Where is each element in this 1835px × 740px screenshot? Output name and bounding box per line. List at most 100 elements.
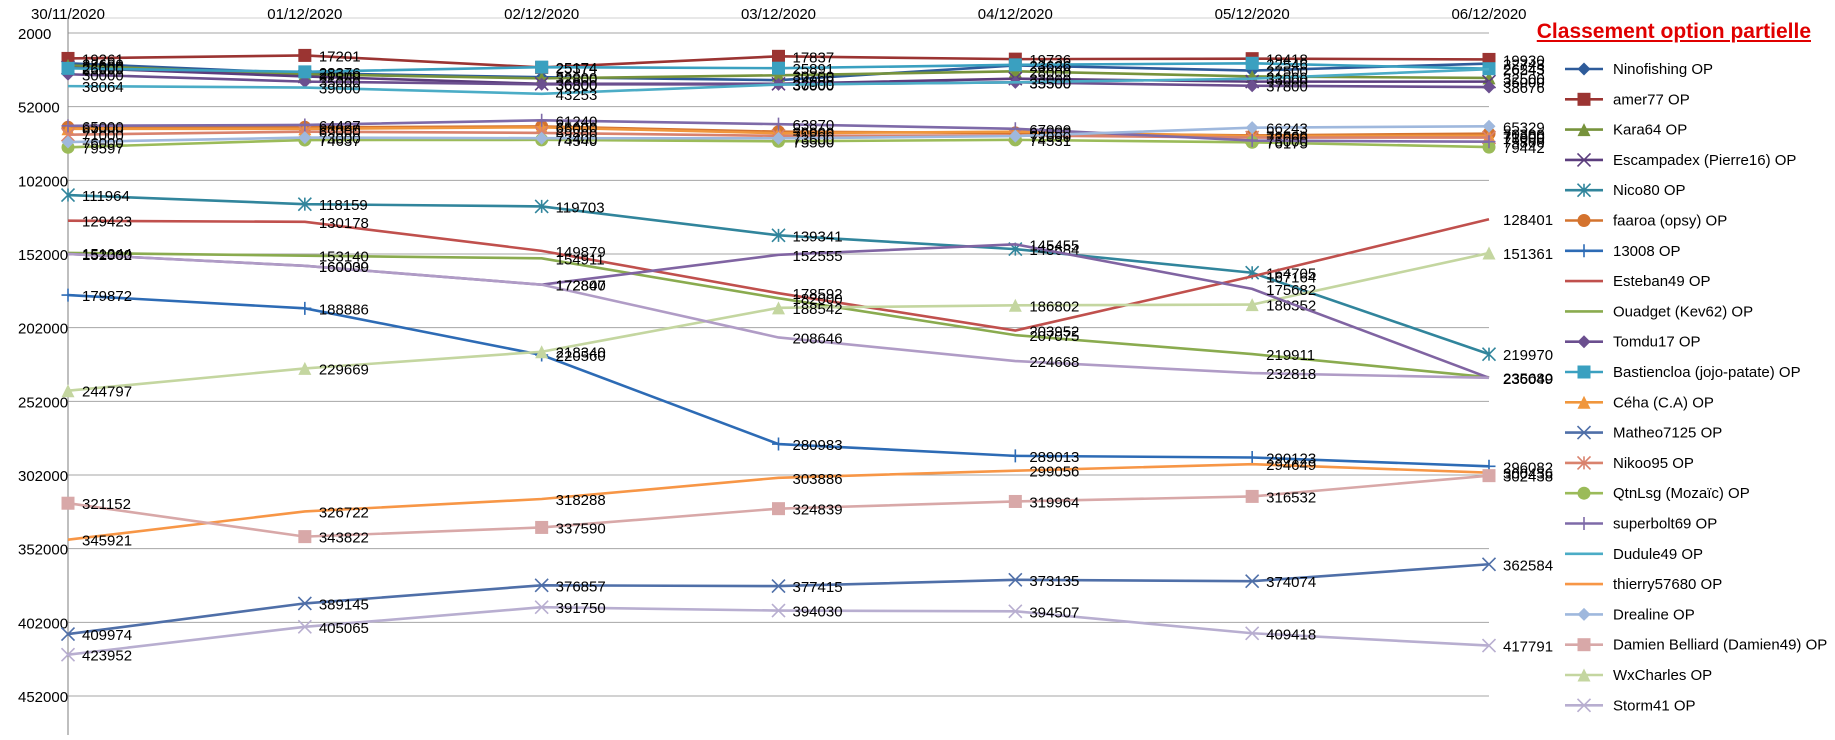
data-label: 417791 <box>1503 639 1553 656</box>
legend-marker <box>1576 698 1592 713</box>
data-point <box>298 131 312 145</box>
y-tick-label: 2000 <box>18 26 51 43</box>
legend-label: 13008 OP <box>1613 243 1681 260</box>
data-label: 316532 <box>1266 489 1316 506</box>
data-label: 26245 <box>1503 62 1545 79</box>
legend-marker <box>1576 183 1592 198</box>
data-point <box>772 61 785 75</box>
legend-label: Dudule49 OP <box>1613 546 1703 563</box>
data-label: 73000 <box>319 131 361 148</box>
legend-label: faaroa (opsy) OP <box>1613 213 1727 230</box>
x-tick-label: 01/12/2020 <box>267 6 342 23</box>
data-label: 220560 <box>556 348 606 365</box>
data-point <box>298 75 312 89</box>
data-label: 175682 <box>1266 282 1316 299</box>
data-label: 64427 <box>319 118 361 135</box>
data-label: 36900 <box>793 77 835 94</box>
x-tick-label: 30/11/2020 <box>31 6 105 23</box>
legend-label: Esteban49 OP <box>1613 273 1711 290</box>
data-point <box>772 131 785 145</box>
data-label: 65329 <box>1503 119 1545 136</box>
data-label: 25374 <box>556 60 598 77</box>
data-label: 224668 <box>1029 354 1079 371</box>
data-label: 409418 <box>1266 626 1316 643</box>
data-label: 38064 <box>82 79 124 96</box>
data-label: 35500 <box>1029 75 1071 92</box>
legend-marker <box>1577 668 1591 682</box>
data-point <box>297 619 312 634</box>
data-label: 167164 <box>1266 269 1316 286</box>
data-label: 34000 <box>793 73 835 90</box>
data-point <box>534 199 549 214</box>
data-label: 236049 <box>1503 371 1553 388</box>
data-point <box>1245 451 1259 465</box>
series-line <box>67 252 1490 380</box>
data-point <box>1245 574 1260 589</box>
data-point <box>298 65 312 79</box>
data-label: 61240 <box>556 113 598 130</box>
data-label: 218340 <box>556 345 606 362</box>
data-label: 391750 <box>556 600 606 617</box>
data-point <box>1481 557 1497 572</box>
data-label: 79442 <box>1503 140 1545 157</box>
data-label: 337590 <box>556 520 606 537</box>
data-label: 188542 <box>793 301 843 318</box>
data-label: 32500 <box>1503 71 1545 88</box>
data-point <box>1245 79 1259 93</box>
y-tick-label: 402000 <box>18 615 68 632</box>
data-label: 73500 <box>793 131 835 148</box>
data-point <box>1245 121 1259 135</box>
data-label: 300436 <box>1503 466 1553 483</box>
data-label: 343822 <box>319 530 369 547</box>
data-point <box>298 301 312 315</box>
data-label: 66243 <box>1266 121 1308 138</box>
data-label: 394507 <box>1029 604 1079 621</box>
data-label: 79597 <box>82 140 124 157</box>
data-point <box>60 627 76 642</box>
data-point <box>1245 489 1259 503</box>
data-label: 345921 <box>82 533 132 550</box>
legend-label: superbolt69 OP <box>1613 516 1717 533</box>
y-tick-label: 52000 <box>18 100 60 117</box>
data-point <box>534 600 549 615</box>
data-label: 75000 <box>1266 134 1308 151</box>
data-label: 71800 <box>1503 129 1545 146</box>
data-point <box>772 68 785 82</box>
data-point <box>1482 62 1496 76</box>
legend-marker <box>1577 517 1591 530</box>
data-label: 17837 <box>793 49 835 66</box>
data-point <box>61 384 75 398</box>
series-line <box>67 67 1490 96</box>
legend-label: amer77 OP <box>1613 91 1690 108</box>
series-line <box>67 462 1490 542</box>
data-label: 423952 <box>82 648 132 665</box>
data-label: 39000 <box>319 81 361 98</box>
data-point <box>61 288 75 302</box>
data-point <box>1008 449 1022 463</box>
data-label: 232818 <box>1266 366 1316 383</box>
x-tick-label: 05/12/2020 <box>1215 6 1290 23</box>
series-line <box>67 217 1490 332</box>
data-label: 324839 <box>793 502 843 519</box>
data-point <box>1482 246 1496 260</box>
data-label: 151244 <box>82 246 132 263</box>
y-tick-label: 452000 <box>18 689 68 706</box>
data-label: 70300 <box>1503 127 1545 144</box>
data-label: 33000 <box>1029 72 1071 89</box>
data-label: 37800 <box>1266 79 1308 96</box>
data-point <box>1008 494 1022 508</box>
legend-marker <box>1577 486 1591 500</box>
x-tick-label: 06/12/2020 <box>1451 6 1526 23</box>
data-label: 376857 <box>556 578 606 595</box>
data-label: 318288 <box>556 492 606 509</box>
legend-marker <box>1576 455 1592 470</box>
data-point <box>298 361 312 375</box>
data-label: 326722 <box>319 504 369 521</box>
data-point <box>298 118 312 132</box>
data-label: 118159 <box>319 197 368 214</box>
legend-label: Nico80 OP <box>1613 182 1686 199</box>
legend-marker <box>1576 425 1592 440</box>
data-label: 151361 <box>1503 246 1553 263</box>
data-label: 153140 <box>319 249 369 266</box>
